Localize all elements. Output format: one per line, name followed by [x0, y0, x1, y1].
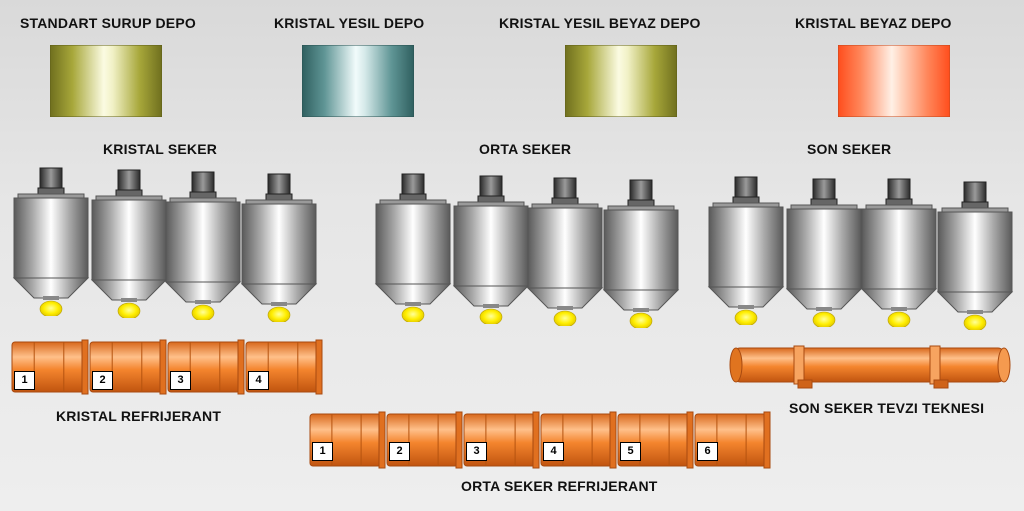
cooler-stage-number: 3	[170, 371, 191, 390]
tank-label-standart-surup: STANDART SURUP DEPO	[20, 15, 196, 31]
crystallizer-orta-3[interactable]	[524, 176, 606, 326]
orta-seker-refrijerant-label: ORTA SEKER REFRIJERANT	[461, 478, 658, 494]
cooler-stage-number: 1	[312, 442, 333, 461]
motor-icon	[629, 179, 653, 203]
motor-icon	[401, 173, 425, 197]
kristal-yesil-tank[interactable]	[302, 45, 414, 117]
tank-label-kristal-yesil-beyaz: KRISTAL YESIL BEYAZ DEPO	[499, 15, 701, 31]
motor-icon	[39, 167, 63, 191]
cooler-stage-number: 2	[389, 442, 410, 461]
cooler-stage-number: 6	[697, 442, 718, 461]
tank-label-kristal-beyaz: KRISTAL BEYAZ DEPO	[795, 15, 952, 31]
kristal-refrijerant-label: KRISTAL REFRIJERANT	[56, 408, 222, 424]
cooler-stage-number: 5	[620, 442, 641, 461]
son-seker-tevzi-label: SON SEKER TEVZI TEKNESI	[789, 400, 985, 416]
crystallizer-kristal-4[interactable]	[238, 172, 320, 322]
cooler-stage-number: 1	[14, 371, 35, 390]
orta-seker-refrijerant-cooler[interactable]	[306, 410, 786, 472]
section-label-orta-seker: ORTA SEKER	[479, 141, 572, 157]
sugar-output-icon	[734, 309, 758, 325]
son-seker-tevzi-teknesi[interactable]	[728, 342, 1024, 390]
sugar-output-icon	[401, 306, 425, 322]
sugar-output-icon	[963, 314, 987, 330]
sugar-output-icon	[479, 308, 503, 324]
sugar-output-icon	[553, 310, 577, 326]
crystallizer-son-3[interactable]	[858, 177, 940, 327]
section-label-kristal-seker: KRISTAL SEKER	[103, 141, 218, 157]
motor-icon	[267, 173, 291, 197]
sugar-output-icon	[267, 306, 291, 322]
crystallizer-kristal-1[interactable]	[10, 166, 92, 316]
kristal-beyaz-tank[interactable]	[838, 45, 950, 117]
sugar-output-icon	[629, 312, 653, 328]
motor-icon	[117, 169, 141, 193]
section-label-son-seker: SON SEKER	[807, 141, 892, 157]
cooler-stage-number: 3	[466, 442, 487, 461]
crystallizer-kristal-3[interactable]	[162, 170, 244, 320]
standart-surup-tank[interactable]	[50, 45, 162, 117]
motor-icon	[734, 176, 758, 200]
crystallizer-orta-1[interactable]	[372, 172, 454, 322]
sugar-output-icon	[887, 311, 911, 327]
crystallizer-son-1[interactable]	[705, 175, 787, 325]
motor-icon	[479, 175, 503, 199]
motor-icon	[963, 181, 987, 205]
sugar-output-icon	[117, 302, 141, 318]
crystallizer-orta-4[interactable]	[600, 178, 682, 328]
sugar-output-icon	[812, 311, 836, 327]
sugar-output-icon	[191, 304, 215, 320]
motor-icon	[812, 178, 836, 202]
kristal-yesil-beyaz-tank[interactable]	[565, 45, 677, 117]
crystallizer-kristal-2[interactable]	[88, 168, 170, 318]
cooler-stage-number: 4	[248, 371, 269, 390]
cooler-stage-number: 4	[543, 442, 564, 461]
motor-icon	[191, 171, 215, 195]
sugar-output-icon	[39, 300, 63, 316]
tank-label-kristal-yesil: KRISTAL YESIL DEPO	[274, 15, 425, 31]
motor-icon	[887, 178, 911, 202]
cooler-stage-number: 2	[92, 371, 113, 390]
crystallizer-son-2[interactable]	[783, 177, 865, 327]
crystallizer-son-4[interactable]	[934, 180, 1016, 330]
motor-icon	[553, 177, 577, 201]
crystallizer-orta-2[interactable]	[450, 174, 532, 324]
